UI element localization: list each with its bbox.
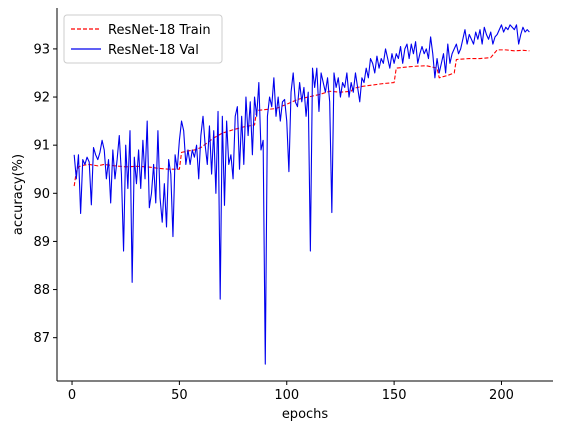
y-tick-label: 92	[33, 91, 50, 106]
legend-label: ResNet-18 Train	[108, 23, 211, 38]
x-tick-label: 100	[274, 388, 299, 403]
x-tick-label: 50	[171, 388, 188, 403]
ticks: 0 50 100 150 200 87 88 89 90 91 92 93	[33, 42, 513, 403]
y-tick-label: 88	[33, 283, 50, 298]
y-tick-label: 89	[33, 235, 50, 250]
series-line-resnet-18-val	[73, 24, 530, 365]
legend-box	[63, 14, 223, 64]
y-tick-label: 93	[33, 42, 50, 57]
y-tick-label: 90	[33, 187, 50, 202]
y-tick-label: 87	[33, 331, 50, 346]
y-tick-label: 91	[33, 139, 50, 154]
legend-label: ResNet-18 Val	[108, 43, 199, 58]
x-tick-label: 200	[489, 388, 514, 403]
plot-area	[73, 24, 530, 365]
series-line-resnet-18-train	[73, 49, 530, 187]
x-axis-label: epochs	[282, 407, 329, 422]
axes	[56, 8, 553, 382]
y-axis-label: accuracy(%)	[11, 154, 26, 235]
x-tick-label: 150	[382, 388, 407, 403]
x-tick-label: 0	[68, 388, 76, 403]
legend: ResNet-18 Train ResNet-18 Val	[63, 14, 223, 64]
